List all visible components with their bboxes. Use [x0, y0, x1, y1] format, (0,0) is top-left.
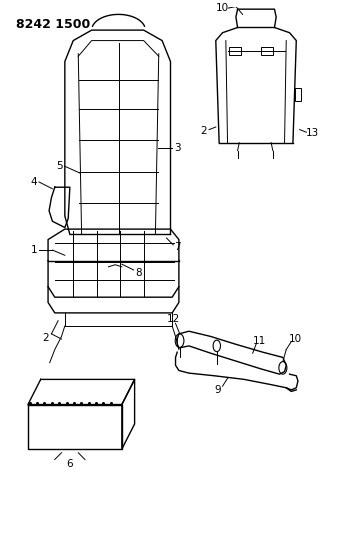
Bar	[229, 47, 241, 55]
Text: 7: 7	[175, 243, 181, 253]
Bar	[261, 47, 273, 55]
Text: 3: 3	[175, 143, 181, 153]
Text: 10: 10	[289, 334, 302, 344]
Text: 1: 1	[30, 245, 37, 255]
Text: 12: 12	[166, 314, 180, 324]
Text: 8: 8	[135, 268, 142, 278]
Text: 4: 4	[30, 177, 37, 187]
Text: 10: 10	[216, 3, 229, 13]
Text: 2: 2	[201, 126, 207, 136]
Text: 8242 1500: 8242 1500	[16, 18, 90, 31]
Text: 9: 9	[215, 385, 221, 395]
Text: 11: 11	[253, 336, 266, 346]
Text: 2: 2	[42, 333, 49, 343]
Text: 6: 6	[66, 459, 73, 469]
Text: 13: 13	[306, 128, 319, 138]
Text: 5: 5	[56, 161, 62, 171]
Bar	[295, 88, 301, 101]
